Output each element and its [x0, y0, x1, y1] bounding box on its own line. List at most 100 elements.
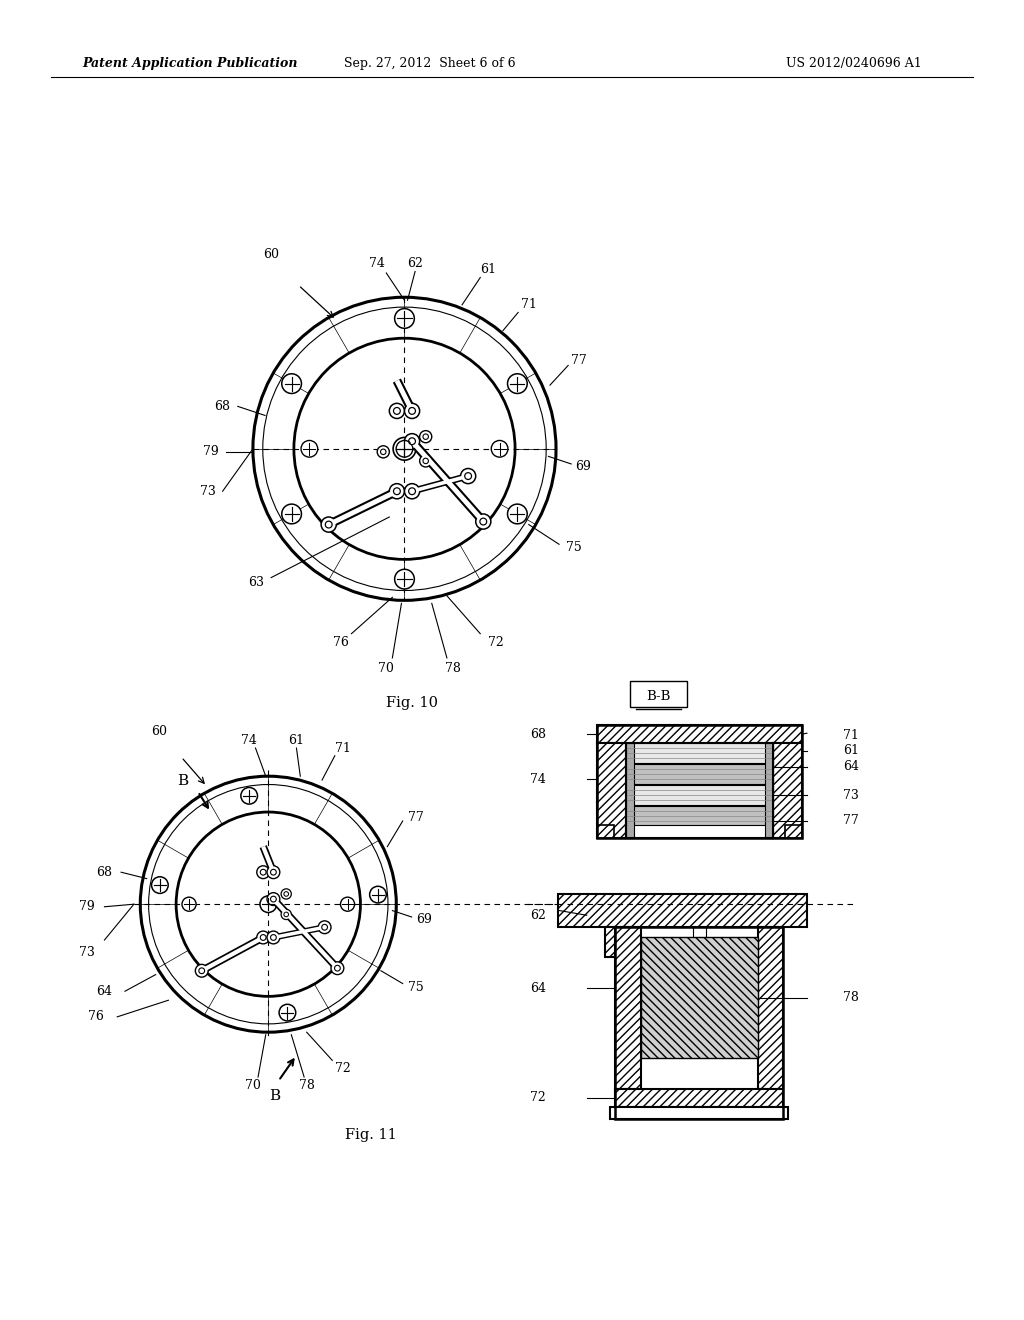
- Text: 78: 78: [299, 1080, 314, 1093]
- Text: 79: 79: [79, 900, 94, 913]
- Text: 71: 71: [335, 742, 350, 755]
- Bar: [558, 894, 807, 927]
- Text: 70: 70: [378, 663, 394, 675]
- Bar: [605, 927, 615, 957]
- Text: 75: 75: [408, 981, 423, 994]
- Circle shape: [241, 788, 257, 804]
- Circle shape: [257, 931, 269, 944]
- Circle shape: [267, 931, 280, 944]
- Circle shape: [152, 876, 168, 894]
- Circle shape: [282, 374, 301, 393]
- Text: 68: 68: [215, 400, 230, 413]
- Text: 75: 75: [566, 541, 582, 554]
- Bar: [641, 937, 758, 1059]
- Text: 64: 64: [843, 760, 859, 774]
- Circle shape: [281, 888, 292, 899]
- Bar: [626, 743, 773, 763]
- Text: 73: 73: [79, 946, 94, 960]
- Text: 77: 77: [408, 810, 423, 824]
- Text: B: B: [177, 775, 188, 788]
- Bar: [597, 725, 802, 743]
- Bar: [615, 927, 641, 1089]
- Circle shape: [267, 866, 280, 879]
- Bar: [597, 743, 626, 838]
- Circle shape: [508, 504, 527, 524]
- Circle shape: [396, 441, 413, 457]
- Bar: [626, 807, 773, 825]
- Bar: [773, 743, 802, 838]
- Text: 60: 60: [263, 248, 280, 261]
- Circle shape: [196, 965, 208, 977]
- Text: 64: 64: [96, 985, 113, 998]
- Circle shape: [393, 437, 416, 461]
- Text: 74: 74: [529, 772, 546, 785]
- Circle shape: [394, 309, 415, 329]
- Circle shape: [260, 896, 276, 912]
- Bar: [615, 927, 641, 1089]
- Text: 62: 62: [408, 257, 423, 271]
- Bar: [597, 725, 802, 743]
- Text: B: B: [269, 1089, 281, 1104]
- Text: US 2012/0240696 A1: US 2012/0240696 A1: [785, 57, 922, 70]
- Bar: [610, 1107, 788, 1119]
- Bar: [615, 1089, 783, 1107]
- Circle shape: [322, 517, 336, 532]
- Circle shape: [404, 404, 420, 418]
- Circle shape: [301, 441, 317, 457]
- Bar: [605, 927, 615, 957]
- Text: 61: 61: [289, 734, 304, 747]
- Bar: [765, 743, 773, 838]
- Circle shape: [492, 441, 508, 457]
- Circle shape: [280, 1005, 296, 1020]
- Text: 73: 73: [843, 789, 859, 801]
- Circle shape: [404, 483, 420, 499]
- Text: 72: 72: [335, 1061, 350, 1074]
- Text: 71: 71: [843, 729, 859, 742]
- Bar: [626, 785, 773, 805]
- Circle shape: [394, 569, 415, 589]
- Circle shape: [341, 898, 354, 911]
- Text: B-B: B-B: [646, 690, 671, 702]
- Circle shape: [257, 866, 269, 879]
- Circle shape: [377, 446, 389, 458]
- Text: 68: 68: [96, 866, 113, 879]
- Text: 76: 76: [333, 636, 349, 649]
- Text: 79: 79: [203, 445, 218, 458]
- Text: 72: 72: [530, 1092, 546, 1105]
- Bar: [693, 927, 706, 960]
- Circle shape: [389, 483, 404, 499]
- Bar: [758, 927, 783, 1089]
- Text: 62: 62: [529, 908, 546, 921]
- Text: 61: 61: [843, 744, 859, 758]
- Bar: [615, 1089, 783, 1107]
- Bar: [630, 681, 687, 706]
- Text: 64: 64: [529, 982, 546, 995]
- Text: 78: 78: [843, 991, 859, 1005]
- Text: 71: 71: [521, 298, 537, 312]
- Bar: [626, 743, 773, 838]
- Bar: [626, 743, 634, 838]
- Circle shape: [461, 469, 476, 483]
- Bar: [626, 764, 773, 784]
- Text: Fig. 11: Fig. 11: [345, 1127, 396, 1142]
- Bar: [615, 927, 783, 1119]
- Bar: [597, 725, 802, 838]
- Text: 60: 60: [152, 725, 168, 738]
- Circle shape: [404, 434, 420, 449]
- Circle shape: [370, 886, 386, 903]
- Text: 68: 68: [529, 727, 546, 741]
- Text: 77: 77: [843, 814, 858, 828]
- Circle shape: [420, 430, 432, 442]
- Circle shape: [476, 513, 490, 529]
- Text: 63: 63: [248, 576, 264, 589]
- Bar: [784, 825, 802, 838]
- Circle shape: [281, 909, 292, 920]
- Text: 74: 74: [370, 257, 385, 271]
- Circle shape: [331, 962, 344, 974]
- Text: 72: 72: [487, 636, 503, 649]
- Text: Fig. 10: Fig. 10: [386, 697, 438, 710]
- Text: 78: 78: [445, 663, 461, 675]
- Circle shape: [267, 892, 280, 906]
- Bar: [558, 894, 807, 927]
- Bar: [773, 743, 802, 838]
